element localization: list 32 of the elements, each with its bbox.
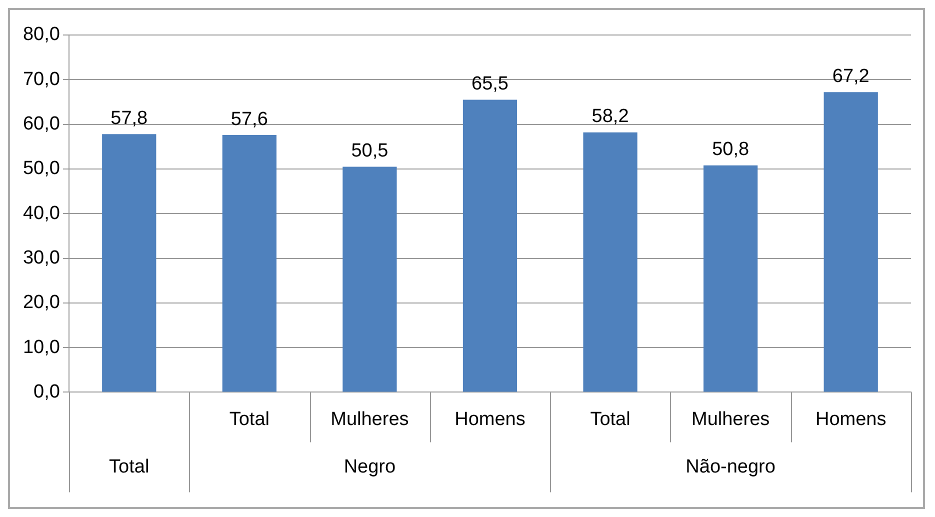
text: Negro — [344, 456, 396, 478]
data-label: 58,2 — [592, 106, 629, 128]
x-tick-label: Total — [590, 408, 630, 430]
bar — [704, 165, 758, 392]
x-tick-label: Homens — [454, 408, 526, 430]
x-tick-label: Mulheres — [330, 408, 409, 430]
y-tick-label: 60,0 — [22, 114, 60, 135]
data-label: 65,5 — [472, 73, 508, 94]
y-tick-label: 20,0 — [22, 292, 60, 314]
bar — [583, 132, 638, 392]
bar — [342, 166, 397, 392]
bar — [824, 92, 878, 392]
y-tick-label: 0,0 — [34, 381, 60, 402]
y-tick-label: 80,0 — [22, 24, 60, 46]
data-label: 67,2 — [832, 66, 870, 87]
text: Total — [109, 456, 150, 478]
y-tick-label: 70,0 — [22, 68, 60, 90]
x-tick-label: Homens — [815, 408, 886, 430]
bar — [102, 134, 156, 392]
x-tick-label: Total — [229, 408, 270, 430]
text: Não-negro — [686, 456, 776, 478]
data-label: 50,5 — [351, 140, 388, 162]
bar — [462, 100, 518, 392]
y-tick-label: 30,0 — [22, 247, 60, 268]
data-label: 57,6 — [230, 108, 268, 130]
x-tick-label: Mulheres — [691, 408, 770, 430]
data-label: 57,8 — [110, 108, 148, 129]
y-tick-label: 40,0 — [22, 202, 60, 224]
y-tick-label: 10,0 — [22, 336, 60, 358]
y-tick-label: 50,0 — [22, 158, 60, 180]
bar — [222, 135, 276, 392]
data-label: 50,8 — [712, 139, 750, 160]
